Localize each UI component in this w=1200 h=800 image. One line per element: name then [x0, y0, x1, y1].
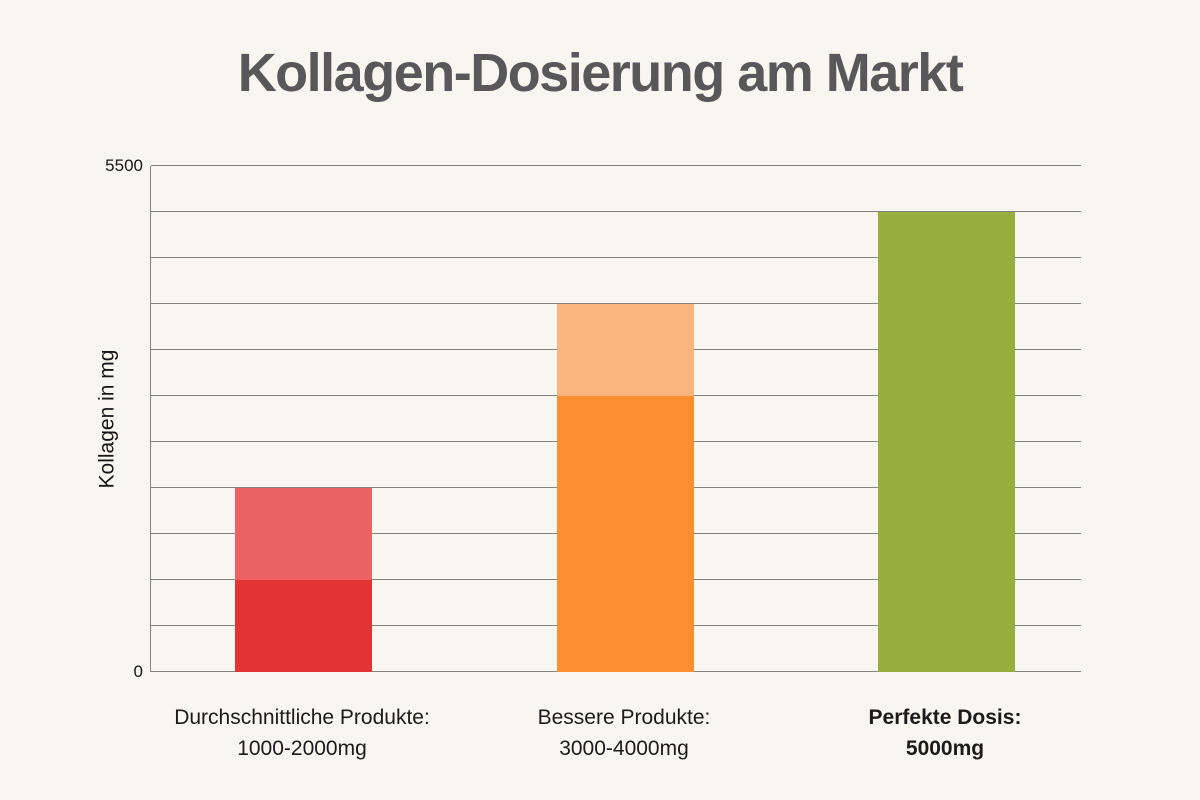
gridline — [151, 165, 1081, 166]
category-label-line2: 5000mg — [905, 737, 985, 760]
y-axis-tick-max: 5500 — [105, 156, 143, 175]
category-label: Bessere Produkte: 3000-4000mg — [424, 702, 824, 764]
category-label-line1: Perfekte Dosis: — [868, 706, 1022, 729]
y-axis-title-wrap: Kollagen in mg — [88, 166, 126, 672]
bar-segment — [235, 580, 372, 672]
category-label: Durchschnittliche Produkte: 1000-2000mg — [102, 702, 502, 764]
bar-segment — [878, 212, 1015, 672]
category-label-line2: 3000-4000mg — [559, 737, 689, 760]
y-axis-title: Kollagen in mg — [95, 349, 119, 489]
category-label-line2: 1000-2000mg — [237, 737, 367, 760]
bar-segment — [557, 304, 694, 396]
chart-title: Kollagen-Dosierung am Markt — [237, 43, 964, 103]
category-label-line1: Durchschnittliche Produkte: — [174, 706, 430, 729]
gridline — [151, 257, 1081, 258]
category-label: Perfekte Dosis: 5000mg — [745, 702, 1145, 764]
plot-area — [150, 165, 1081, 672]
gridline — [151, 211, 1081, 212]
bar-segment — [235, 488, 372, 580]
bar-segment — [557, 396, 694, 672]
category-label-line1: Bessere Produkte: — [537, 706, 711, 729]
gridline — [151, 303, 1081, 304]
y-axis-tick-zero: 0 — [133, 662, 143, 681]
